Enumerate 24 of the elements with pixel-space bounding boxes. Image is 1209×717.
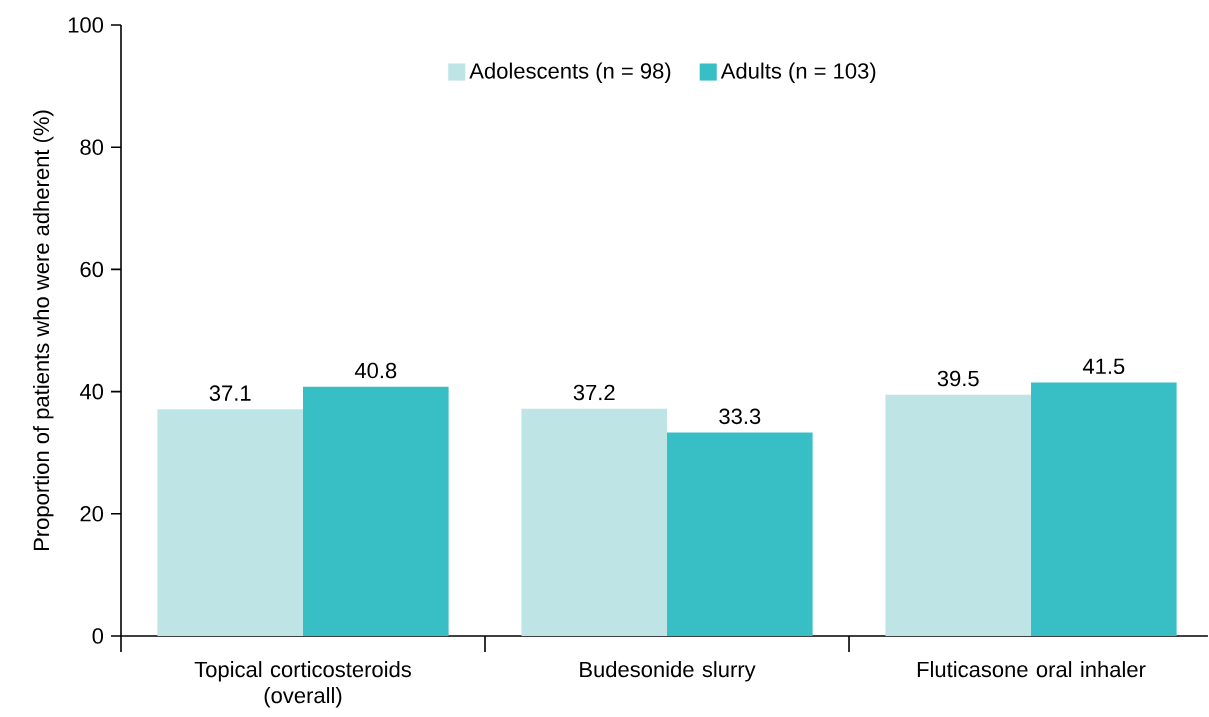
bar <box>521 408 668 636</box>
data-label: 39.5 <box>937 370 979 387</box>
bar <box>1031 382 1177 636</box>
y-tick-label: 100 <box>68 17 104 33</box>
data-label: 37.1 <box>209 385 251 401</box>
bar <box>157 409 304 636</box>
x-tick-label: Topical corticosteroids (overall) <box>194 661 411 708</box>
bar <box>885 394 1032 636</box>
legend-label: Adults (n = 103) <box>720 62 876 84</box>
x-tick-label: Budesonide slurry <box>580 661 756 682</box>
data-label: 41.5 <box>1082 358 1125 375</box>
bar <box>667 432 813 636</box>
y-tick-label: 80 <box>80 139 104 155</box>
data-label: 40.8 <box>354 362 397 379</box>
y-axis-title: Proportion of patients who were adherent (%) <box>33 110 54 551</box>
x-tick-label: Fluticasone oral inhaler <box>917 661 1146 678</box>
data-label: 37.2 <box>573 384 615 401</box>
data-label: 33.3 <box>719 408 761 425</box>
bar <box>303 386 449 636</box>
y-tick-label: 40 <box>79 383 104 400</box>
y-tick-label: 0 <box>92 628 104 644</box>
y-tick-label: 20 <box>80 506 104 522</box>
legend-label: Adolescents (n = 98) <box>469 62 671 84</box>
y-tick-label: 60 <box>80 261 104 278</box>
